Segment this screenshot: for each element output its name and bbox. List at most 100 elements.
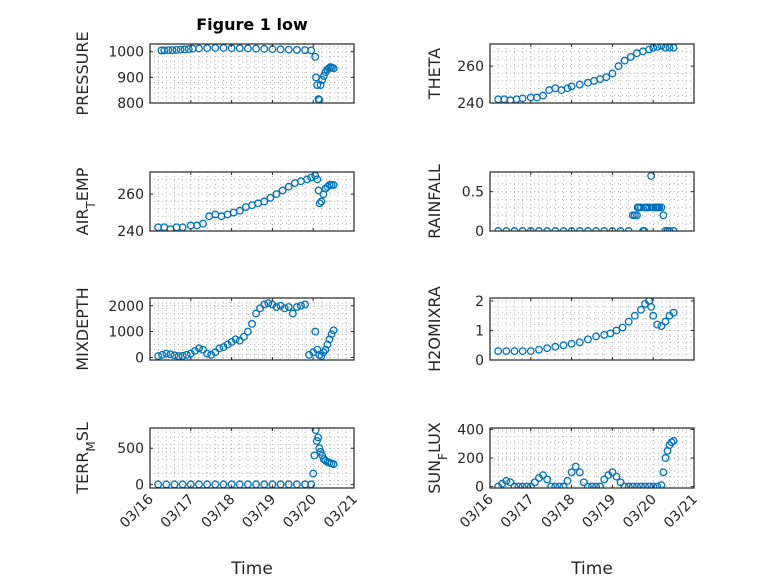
data-point (264, 299, 273, 308)
x-tick-label: 03/17 (498, 492, 538, 532)
data-point (632, 482, 641, 488)
data-point (184, 45, 193, 54)
subplot-4: 0 0.5 RAINFALL (425, 164, 695, 240)
data-point (632, 211, 641, 220)
data-point (567, 82, 576, 91)
x-tick-label: 03/18 (199, 492, 239, 532)
data-point (510, 482, 519, 488)
data-point (647, 302, 656, 311)
y-tick-label: 1000 (108, 325, 144, 341)
y-label-subscript: M (84, 441, 98, 451)
data-point (231, 335, 240, 344)
data-point (551, 342, 560, 351)
data-point (628, 482, 637, 488)
data-point (657, 322, 666, 330)
data-point (649, 311, 658, 320)
data-point (195, 344, 203, 353)
data-point (272, 190, 281, 199)
data-point (602, 73, 611, 82)
data-point (657, 203, 666, 212)
data-point (606, 329, 615, 338)
data-point (324, 64, 333, 73)
data-point (311, 327, 320, 336)
data-series (494, 172, 678, 231)
x-tick-label: 03/16 (117, 491, 157, 531)
data-point (575, 80, 584, 89)
data-point (669, 308, 678, 317)
data-point (164, 46, 173, 55)
data-point (314, 433, 323, 442)
data-point (266, 193, 275, 202)
data-point (313, 81, 322, 89)
data-point (166, 350, 175, 359)
data-point (563, 84, 572, 93)
data-point (510, 347, 519, 356)
data-series (494, 44, 678, 103)
data-point (612, 472, 621, 481)
data-point (199, 345, 207, 354)
y-label-subscript: F (436, 453, 450, 460)
x-tick-label: 03/18 (539, 492, 579, 532)
data-point (588, 482, 596, 488)
data-point (315, 95, 324, 103)
y-axis-label: THETA (425, 48, 444, 100)
data-point (284, 45, 293, 54)
data-point (630, 311, 639, 320)
subplot-1: 800 900 1000 PRESSURE (73, 31, 355, 116)
y-tick-label: 800 (117, 96, 144, 112)
x-tick-label: 03/21 (321, 492, 361, 532)
y-tick-label: 500 (117, 441, 144, 457)
data-series (154, 172, 338, 231)
y-label-part: LUX (425, 422, 444, 453)
data-point (620, 56, 629, 65)
data-point (329, 64, 338, 73)
data-point (307, 46, 316, 55)
data-point (312, 437, 321, 445)
data-point (323, 340, 332, 349)
data-point (612, 326, 621, 335)
axes-box (149, 297, 355, 361)
data-point (303, 175, 312, 184)
y-axis-label: RAINFALL (425, 164, 444, 239)
data-point (160, 46, 169, 55)
data-point (608, 69, 617, 78)
axes-box (149, 171, 355, 232)
data-series (154, 428, 338, 488)
data-point (669, 436, 678, 445)
data-point (567, 468, 576, 477)
data-point (641, 482, 649, 488)
data-point (195, 44, 203, 53)
y-label-part: H2OMIXRA (425, 286, 444, 372)
data-point (243, 44, 252, 53)
data-point (659, 468, 668, 477)
x-tick-label: 03/19 (579, 492, 619, 532)
data-point (172, 45, 181, 54)
y-axis-label: AIRTEMP (73, 167, 98, 235)
data-point (579, 478, 588, 487)
data-point (547, 482, 556, 488)
y-tick-label: 0 (475, 480, 484, 496)
x-tick-label: 03/20 (280, 492, 320, 532)
y-tick-label: 240 (117, 224, 144, 240)
data-point (596, 482, 605, 488)
x-axis-label: Time (230, 559, 273, 579)
y-label-subscript: T (84, 201, 98, 210)
data-point (235, 336, 244, 345)
data-point (637, 482, 645, 488)
y-tick-label: 0 (135, 350, 144, 366)
y-axis-label: MIXDEPTH (73, 287, 92, 370)
data-point (518, 347, 527, 356)
axes-box (489, 43, 695, 104)
y-tick-label: 0.5 (462, 185, 484, 201)
data-point (260, 300, 269, 309)
data-point (653, 44, 662, 51)
y-tick-label: 2 (475, 294, 484, 310)
axes-box (149, 43, 355, 104)
data-point (180, 45, 189, 54)
data-point (211, 44, 220, 52)
grid (489, 428, 695, 489)
data-point (211, 348, 220, 357)
subplot-6: 0 1 2 H2OMIXRA (425, 286, 695, 372)
axes-box (489, 297, 695, 361)
